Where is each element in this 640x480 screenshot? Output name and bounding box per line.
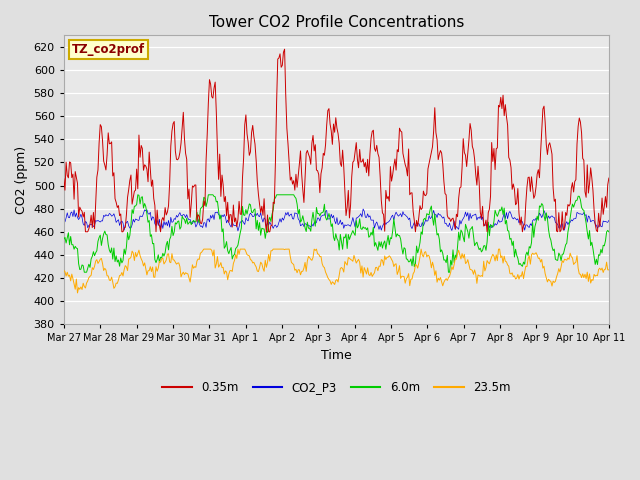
Legend: 0.35m, CO2_P3, 6.0m, 23.5m: 0.35m, CO2_P3, 6.0m, 23.5m [157, 377, 515, 399]
Title: Tower CO2 Profile Concentrations: Tower CO2 Profile Concentrations [209, 15, 464, 30]
Text: TZ_co2prof: TZ_co2prof [72, 43, 145, 56]
X-axis label: Time: Time [321, 349, 352, 362]
Y-axis label: CO2 (ppm): CO2 (ppm) [15, 146, 28, 214]
